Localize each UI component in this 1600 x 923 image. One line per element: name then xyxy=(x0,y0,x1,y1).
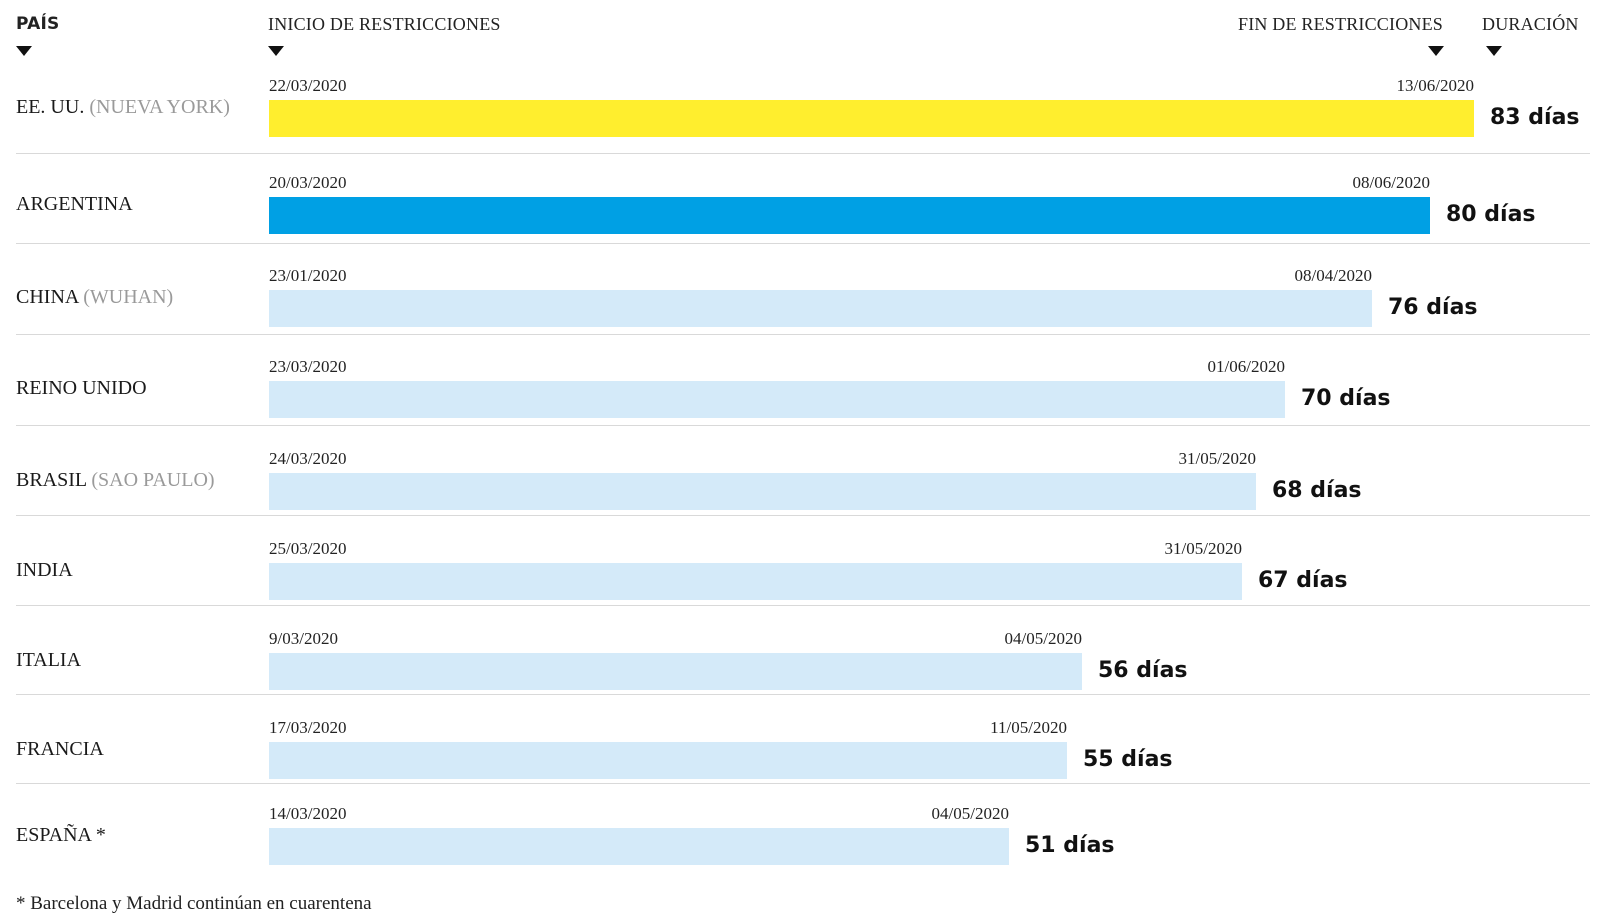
country-label: ITALIA xyxy=(16,649,81,672)
country-name: BRASIL xyxy=(16,469,87,491)
start-date-label: 17/03/2020 xyxy=(269,718,347,737)
country-label: ARGENTINA xyxy=(16,193,133,216)
country-name: ITALIA xyxy=(16,649,82,671)
duration-bar xyxy=(269,290,1372,327)
row-separator xyxy=(16,605,1590,606)
start-date-label: 23/01/2020 xyxy=(269,266,347,285)
country-label: CHINA (WUHAN) xyxy=(16,286,173,309)
duration-bar xyxy=(269,197,1430,234)
start-date-label: 9/03/2020 xyxy=(269,629,338,648)
row-separator xyxy=(16,425,1590,426)
country-name: ESPAÑA * xyxy=(16,824,106,846)
triangle-down-icon xyxy=(1486,46,1502,56)
duration-bar xyxy=(269,828,1009,865)
duration-value-label: 83 días xyxy=(1490,105,1580,130)
duration-value-label: 80 días xyxy=(1446,202,1536,227)
header-country: PAÍS xyxy=(16,14,60,34)
country-name: EE. UU. xyxy=(16,96,85,118)
country-region: (SAO PAULO) xyxy=(86,469,215,491)
country-label: EE. UU. (NUEVA YORK) xyxy=(16,96,230,119)
header-end: FIN DE RESTRICCIONES xyxy=(1237,14,1443,34)
triangle-down-icon xyxy=(268,46,284,56)
start-date-label: 22/03/2020 xyxy=(269,76,347,95)
country-name: FRANCIA xyxy=(16,738,104,760)
duration-value-label: 51 días xyxy=(1025,833,1115,858)
start-date-label: 25/03/2020 xyxy=(269,539,347,558)
duration-bar xyxy=(269,742,1067,779)
country-region: (WUHAN) xyxy=(78,286,174,308)
footnote: * Barcelona y Madrid continúan en cuaren… xyxy=(16,893,372,914)
duration-value-label: 70 días xyxy=(1301,386,1391,411)
duration-bar xyxy=(269,100,1474,137)
end-date-label: 01/06/2020 xyxy=(1207,357,1285,376)
duration-value-label: 67 días xyxy=(1258,568,1348,593)
end-date-label: 08/04/2020 xyxy=(1294,266,1372,285)
duration-value-label: 56 días xyxy=(1098,658,1188,683)
row-separator xyxy=(16,515,1590,516)
end-date-label: 31/05/2020 xyxy=(1178,449,1256,468)
country-name: INDIA xyxy=(16,559,73,581)
row-separator xyxy=(16,153,1590,154)
country-region: (NUEVA YORK) xyxy=(84,96,230,118)
header-duration: DURACIÓN xyxy=(1482,14,1579,34)
header-start: INICIO DE RESTRICCIONES xyxy=(268,14,501,34)
country-label: INDIA xyxy=(16,559,73,582)
triangle-down-icon xyxy=(16,46,32,56)
duration-value-label: 76 días xyxy=(1388,295,1478,320)
duration-bar xyxy=(269,381,1285,418)
country-name: ARGENTINA xyxy=(16,193,133,215)
end-date-label: 04/05/2020 xyxy=(1004,629,1082,648)
start-date-label: 14/03/2020 xyxy=(269,804,347,823)
start-date-label: 20/03/2020 xyxy=(269,173,347,192)
start-date-label: 24/03/2020 xyxy=(269,449,347,468)
duration-value-label: 68 días xyxy=(1272,478,1362,503)
duration-value-label: 55 días xyxy=(1083,747,1173,772)
end-date-label: 08/06/2020 xyxy=(1352,173,1430,192)
country-label: ESPAÑA * xyxy=(16,824,106,847)
end-date-label: 31/05/2020 xyxy=(1164,539,1242,558)
duration-bar xyxy=(269,563,1242,600)
triangle-down-icon xyxy=(1428,46,1444,56)
country-label: REINO UNIDO xyxy=(16,377,147,400)
country-name: CHINA xyxy=(16,286,79,308)
row-separator xyxy=(16,334,1590,335)
country-label: BRASIL (SAO PAULO) xyxy=(16,469,215,492)
row-separator xyxy=(16,694,1590,695)
end-date-label: 13/06/2020 xyxy=(1396,76,1474,95)
end-date-label: 11/05/2020 xyxy=(990,718,1067,737)
row-separator xyxy=(16,783,1590,784)
end-date-label: 04/05/2020 xyxy=(931,804,1009,823)
duration-bar xyxy=(269,653,1082,690)
country-label: FRANCIA xyxy=(16,738,104,761)
start-date-label: 23/03/2020 xyxy=(269,357,347,376)
duration-bar xyxy=(269,473,1256,510)
row-separator xyxy=(16,243,1590,244)
country-name: REINO UNIDO xyxy=(16,377,147,399)
